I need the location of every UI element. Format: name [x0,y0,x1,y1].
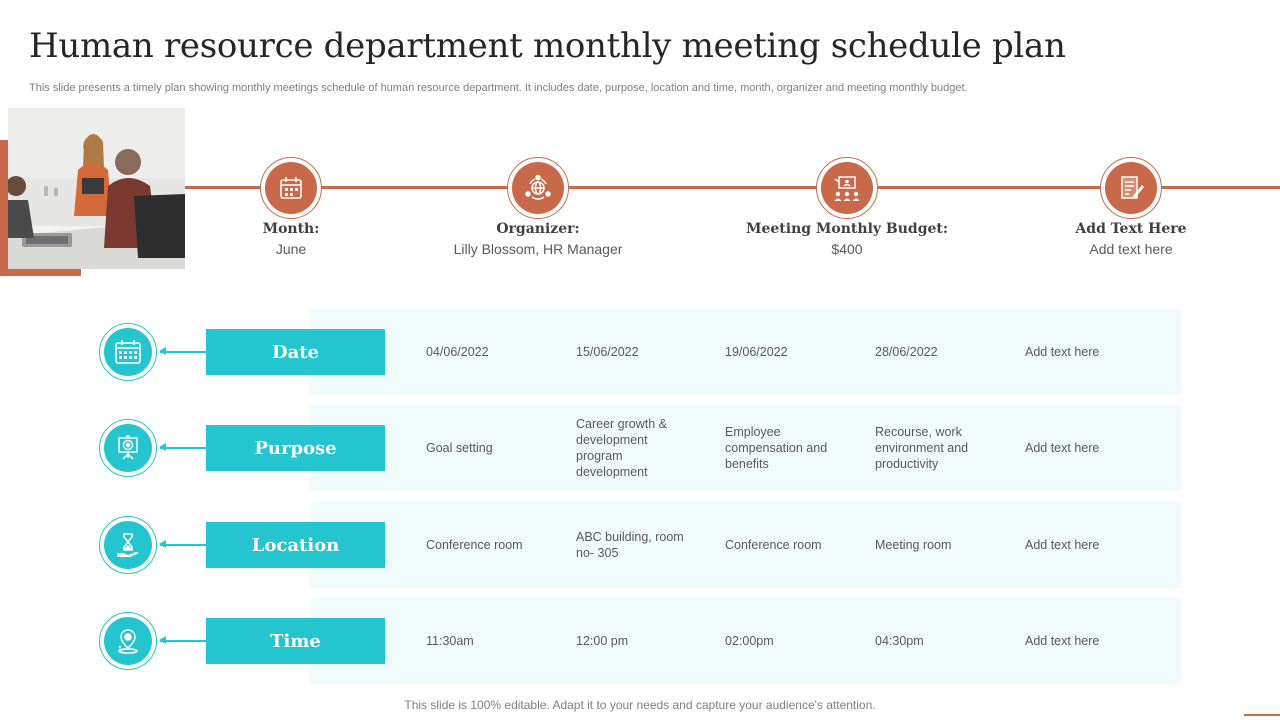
milestone-value: $400 [831,241,863,257]
schedule-row-purpose: Purpose Goal setting Career growth & dev… [0,405,1280,491]
document-edit-icon [1105,162,1157,214]
target-board-icon [104,424,152,472]
table-cell: Career growth & development program deve… [576,417,668,479]
row-arrow [159,444,206,450]
row-arrow [159,541,206,547]
page-title: Human resource department monthly meetin… [29,26,1066,66]
meeting-photo [8,108,185,269]
table-cell: Recourse, work environment and productiv… [875,425,969,471]
row-background [310,405,1181,491]
network-icon [512,162,564,214]
table-cell: Conference room [426,538,523,552]
milestone-label: Organizer: [496,221,580,237]
row-background [310,502,1181,588]
row-background [310,309,1181,395]
row-label: Purpose [206,425,385,471]
schedule-row-location: Location Conference room ABC building, r… [0,502,1280,588]
table-cell: Add text here [1025,634,1100,648]
table-cell: Meeting room [875,538,952,552]
milestone-label: Add Text Here [1075,221,1187,237]
milestone-label: Month: [262,221,320,237]
table-cell: Goal setting [426,441,493,455]
location-pin-icon [104,617,152,665]
table-cell: 02:00pm [725,634,774,648]
row-label: Time [206,618,385,664]
table-cell: 19/06/2022 [725,345,788,359]
milestone-month: Month: June [161,157,421,257]
table-cell: Employee compensation and benefits [725,425,828,471]
milestone-value: June [275,241,307,257]
table-cell: Add text here [1025,441,1100,455]
table-cell: 28/06/2022 [875,345,938,359]
table-cell: 12:00 pm [576,634,629,648]
schedule-row-date: Date 04/06/2022 15/06/2022 19/06/2022 28… [0,309,1280,395]
milestone-organizer: Organizer: Lilly Blossom, HR Manager [408,157,668,257]
milestone-add-text: Add Text Here Add text here [1001,157,1261,257]
row-label: Location [206,522,385,568]
footer-note: This slide is 100% editable. Adapt it to… [404,698,876,712]
table-cell: Add text here [1025,538,1100,552]
table-cell: 04:30pm [875,634,924,648]
table-cell: ABC building, room no- 305 [576,530,684,560]
page-subtitle: This slide presents a timely plan showin… [29,82,968,94]
schedule-row-time: Time 11:30am 12:00 pm 02:00pm 04:30pm Ad… [0,598,1280,684]
hourglass-hand-icon [104,521,152,569]
presentation-meeting-icon [821,162,873,214]
table-cell: 04/06/2022 [426,345,489,359]
row-arrow [159,348,206,354]
milestone-value: Add text here [1089,241,1173,257]
table-cell: 11:30am [426,634,474,648]
milestone-budget: Meeting Monthly Budget: $400 [717,157,977,257]
row-arrow [159,637,206,643]
calendar-icon [104,328,152,376]
table-cell: Add text here [1025,345,1100,359]
timeline-line [185,186,1280,189]
table-cell: 15/06/2022 [576,345,639,359]
milestone-value: Lilly Blossom, HR Manager [453,241,623,257]
row-label: Date [206,329,385,375]
table-cell: Conference room [725,538,822,552]
corner-accent-line [1244,714,1280,716]
row-background [310,598,1181,684]
calendar-icon [265,162,317,214]
milestone-label: Meeting Monthly Budget: [745,221,949,237]
